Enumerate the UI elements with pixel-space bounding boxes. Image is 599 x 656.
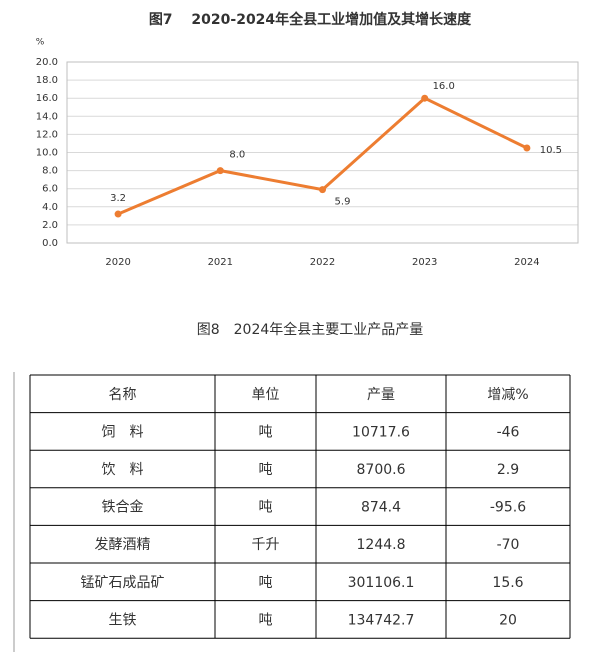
table-cell: 8700.6: [357, 462, 406, 478]
x-tick-label: 2023: [412, 257, 437, 268]
value-label: 8.0: [229, 150, 245, 161]
table-header: 名称: [109, 387, 137, 403]
value-label: 10.5: [540, 145, 562, 156]
table-cell: 吨: [259, 462, 273, 478]
table-cell: 134742.7: [348, 612, 415, 628]
x-tick-label: 2022: [310, 257, 335, 268]
y-tick-label: 20.0: [36, 57, 58, 68]
chart-title: 图7 2020-2024年全县工业增加值及其增长速度: [149, 11, 472, 28]
y-tick-label: 18.0: [36, 75, 58, 86]
y-tick-label: 14.0: [36, 111, 58, 122]
value-label: 5.9: [335, 197, 351, 208]
table-cell: -95.6: [490, 500, 526, 516]
table-cell: 吨: [259, 424, 273, 440]
value-label: 16.0: [433, 81, 455, 92]
table-cell: 饮 料: [102, 462, 144, 478]
point: [216, 167, 224, 175]
y-tick-label: 8.0: [42, 166, 58, 177]
y-unit: %: [36, 38, 45, 48]
table-title: 图8 2024年全县主要工业产品产量: [197, 321, 424, 338]
table-cell: -46: [497, 424, 520, 440]
x-tick-label: 2024: [514, 257, 539, 268]
table-header: 增减%: [487, 387, 528, 403]
table-cell: 301106.1: [348, 575, 415, 591]
table-cell: 发酵酒精: [95, 537, 151, 553]
table-cell: 铁合金: [102, 500, 144, 516]
point: [523, 144, 531, 152]
table-cell: 20: [499, 612, 517, 628]
table-header: 产量: [367, 387, 395, 403]
table-cell: 2.9: [497, 462, 519, 478]
table-cell: 10717.6: [352, 424, 410, 440]
y-tick-label: 6.0: [42, 184, 58, 195]
table-cell: -70: [497, 537, 520, 553]
table-cell: 锰矿石成品矿: [81, 575, 165, 591]
y-tick-label: 0.0: [42, 238, 58, 249]
y-tick-label: 16.0: [36, 93, 58, 104]
table-cell: 吨: [259, 612, 273, 628]
point: [319, 186, 326, 194]
y-tick-label: 10.0: [36, 148, 58, 159]
table-cell: 饲 料: [102, 424, 144, 440]
table-cell: 吨: [259, 575, 273, 591]
y-tick-label: 2.0: [42, 220, 58, 231]
value-label: 3.2: [110, 193, 126, 204]
table-cell: 生铁: [109, 612, 137, 628]
y-tick-label: 12.0: [36, 129, 58, 140]
plot-frame: [66, 61, 579, 244]
table-header: 单位: [252, 387, 280, 403]
x-tick-label: 2021: [208, 257, 233, 268]
point: [114, 210, 122, 218]
table-cell: 874.4: [361, 500, 401, 516]
line: [117, 96, 528, 216]
x-tick-label: 2020: [105, 257, 130, 268]
point: [421, 94, 429, 102]
table-cell: 千升: [252, 537, 280, 553]
y-tick-label: 4.0: [42, 202, 58, 213]
table-cell: 1244.8: [357, 537, 406, 553]
table-cell: 15.6: [492, 575, 523, 591]
table-cell: 吨: [259, 500, 273, 516]
